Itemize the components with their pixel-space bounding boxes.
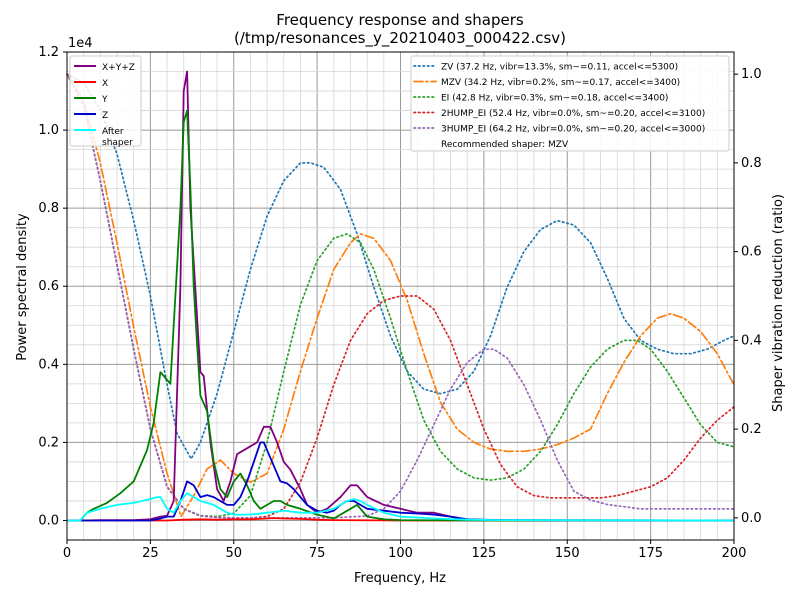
legend-psd: X+Y+Z XYZ After shaper (69, 55, 142, 148)
legend-psd-label: Z (102, 111, 108, 121)
grid (66, 51, 735, 540)
y-axis-label: Power spectral density (15, 213, 30, 361)
x-axis-label: Frequency, Hz (354, 571, 446, 586)
y2-tick-label: 0.0 (741, 511, 762, 526)
legend-shapers: ZV (37.2 Hz, vibr=13.3%, sm~=0.11, accel… (410, 55, 730, 152)
shaper-line-3 (66, 73, 735, 519)
psd-line-3 (67, 441, 735, 522)
y2-tick-label: 0.4 (741, 333, 762, 348)
psd-curves (67, 70, 735, 522)
legend-psd-label: After shaper (102, 127, 133, 148)
legend-recommended-note: Recommended shaper: MZV (441, 140, 569, 150)
psd-line-0 (67, 70, 734, 522)
legend-psd-box (69, 55, 142, 147)
y-tick-label: 0.8 (38, 201, 59, 216)
y-tick-label: 0.2 (38, 435, 59, 450)
y2-axis-label: Shaper vibration reduction (ratio) (771, 194, 786, 412)
legend-shaper-label: ZV (37.2 Hz, vibr=13.3%, sm~=0.11, accel… (441, 63, 678, 73)
legend-shaper-label: 2HUMP_EI (52.4 Hz, vibr=0.0%, sm~=0.20, … (441, 109, 705, 119)
psd-line-1 (67, 517, 734, 522)
shaper-line-2 (66, 73, 735, 518)
y-tick-label: 0.6 (38, 279, 59, 294)
x-tick-label: 175 (638, 546, 663, 561)
x-tick-label: 100 (388, 546, 413, 561)
x-tick-label: 25 (142, 546, 159, 561)
x-tick-label: 75 (309, 546, 326, 561)
y-scale-label: 1e4 (68, 36, 93, 51)
legend-shaper-label: 3HUMP_EI (64.2 Hz, vibr=0.0%, sm~=0.20, … (441, 125, 705, 135)
y-tick-label: 0.4 (38, 357, 59, 372)
y2-tick-label: 0.8 (741, 156, 762, 171)
legend-shapers-box (410, 55, 730, 152)
axes: 1e4 Frequency, Hz Power spectral density… (15, 36, 786, 586)
y-tick-label: 0.0 (38, 513, 59, 528)
y2-tick-label: 0.2 (741, 422, 762, 437)
x-tick-label: 150 (555, 546, 580, 561)
legend-psd-label: X (102, 79, 108, 89)
y2-tick-label: 0.6 (741, 245, 762, 260)
legend-psd-label: Y (101, 95, 108, 105)
psd-line-2 (67, 109, 734, 522)
shaper-curves (66, 73, 735, 519)
legend-shaper-label: EI (42.8 Hz, vibr=0.3%, sm~=0.18, accel<… (441, 94, 668, 104)
y-tick-label: 1.0 (38, 123, 59, 138)
x-tick-label: 200 (722, 546, 747, 561)
shaper-line-1 (66, 73, 735, 519)
legend-psd-label: X+Y+Z (102, 63, 135, 73)
x-tick-label: 50 (225, 546, 242, 561)
shaper-line-0 (66, 73, 735, 461)
x-tick-label: 125 (471, 546, 496, 561)
y2-tick-label: 1.0 (741, 67, 762, 82)
x-tick-label: 0 (63, 546, 71, 561)
chart-title: Frequency response and shapers (276, 11, 524, 29)
y-tick-label: 1.2 (38, 45, 59, 60)
legend-shaper-label: MZV (34.2 Hz, vibr=0.2%, sm~=0.17, accel… (441, 78, 680, 88)
chart-subtitle: (/tmp/resonances_y_20210403_000422.csv) (233, 29, 567, 47)
shaper-line-4 (66, 73, 735, 519)
psd-line-4 (67, 492, 735, 522)
